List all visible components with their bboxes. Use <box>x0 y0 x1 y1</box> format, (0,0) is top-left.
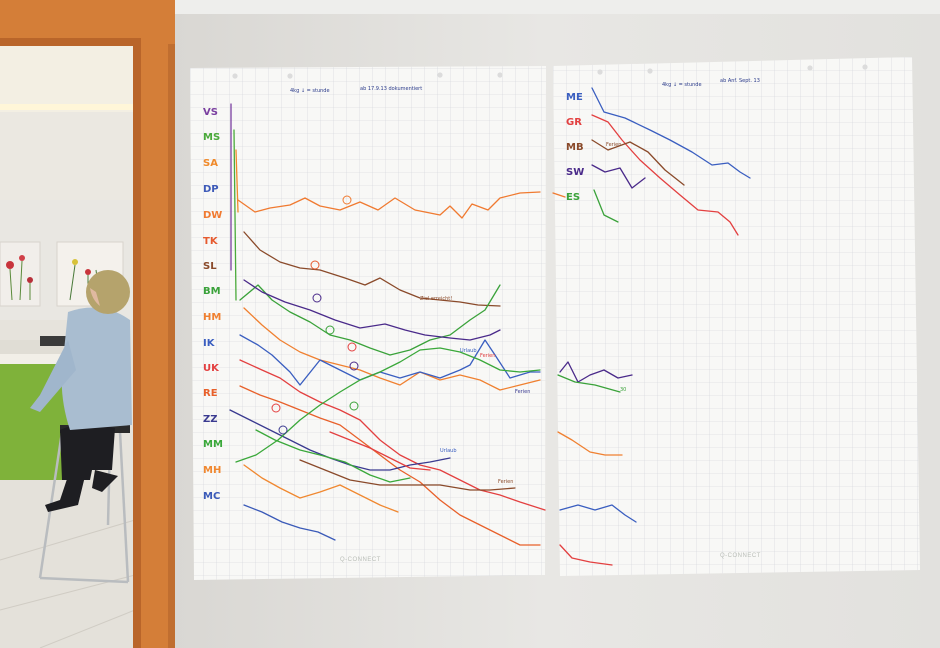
annotation-right-holiday: Ferien <box>606 142 621 148</box>
annotation-vacation-1: Urlaub <box>440 448 457 454</box>
annotation-goal: Ziel erreicht! <box>420 296 452 302</box>
line-gr <box>591 114 739 236</box>
annotation-holiday-1: Ferien <box>480 353 495 359</box>
line-mc <box>243 504 336 541</box>
right-sheet-legend-note: 4kg ↓ = stunde <box>662 82 702 88</box>
line-hm <box>243 307 541 391</box>
line-sl <box>243 231 501 307</box>
row-label-mb: MB <box>566 142 584 153</box>
line-mh <box>243 464 399 513</box>
row-label-bm: BM <box>203 286 221 297</box>
row-label-tk: TK <box>203 236 219 247</box>
left-sheet-weight-lines <box>229 103 546 546</box>
annotation-holiday-3: Ferien <box>498 479 513 485</box>
flipchart-sheet-left: 4kg ↓ = stunde ab 17.9.13 dokumentiert Q… <box>190 66 546 580</box>
line-cont-green <box>557 374 621 393</box>
annotation-holiday-2: Ferien <box>515 389 530 395</box>
row-label-mc: MC <box>203 491 220 502</box>
left-sheet-start-note: ab 17.9.13 dokumentiert <box>360 86 422 92</box>
line-cont-purple <box>559 361 633 383</box>
row-label-dp: DP <box>203 184 219 195</box>
line-bm <box>239 284 501 356</box>
row-label-uk: UK <box>203 363 220 374</box>
line-ik <box>239 334 541 386</box>
line-mm-extra <box>255 429 411 483</box>
line-re <box>239 385 541 546</box>
line-cont-dw <box>552 192 566 198</box>
row-label-gr: GR <box>566 117 582 128</box>
right-row-labels: ME GR MB SW ES <box>566 92 584 203</box>
annotation-right-number: 30 <box>620 387 626 393</box>
line-uk-extra <box>329 431 431 471</box>
seated-person <box>30 270 132 512</box>
flipchart-sheet-right: 4kg ↓ = stunde ab Anf. Sept. 13 Q-CONNEC… <box>553 57 920 576</box>
line-mm <box>235 347 541 463</box>
row-label-ms: MS <box>203 132 220 143</box>
annotation-vacation-2: Urlaub <box>460 348 477 354</box>
row-label-hm: HM <box>203 312 221 323</box>
door-frame <box>0 0 175 648</box>
line-sw <box>591 164 646 189</box>
row-label-ik: IK <box>203 338 216 349</box>
row-label-re: RE <box>203 388 218 399</box>
row-label-vs: VS <box>203 107 218 118</box>
right-sheet-brand: Q-CONNECT <box>720 553 761 559</box>
left-sheet-brand: Q-CONNECT <box>340 557 381 563</box>
line-sl-extra <box>299 459 516 491</box>
right-sheet-annotations: Ferien 30 <box>606 142 626 393</box>
left-row-labels: VS MS SA DP DW TK SL BM HM IK UK RE ZZ M… <box>203 107 223 502</box>
line-cont-red <box>559 544 613 566</box>
row-label-mh: MH <box>203 465 221 476</box>
line-cont-orange <box>557 431 623 456</box>
line-uk <box>239 359 546 511</box>
right-sheet-start-note: ab Anf. Sept. 13 <box>720 78 760 84</box>
floor <box>0 480 135 648</box>
line-zz <box>229 409 451 471</box>
doorway-view <box>0 0 150 648</box>
row-label-es: ES <box>566 192 580 203</box>
row-label-sl: SL <box>203 261 217 272</box>
row-label-zz: ZZ <box>203 414 218 425</box>
row-label-me: ME <box>566 92 583 103</box>
row-label-mm: MM <box>203 439 223 450</box>
line-cont-blue <box>559 504 637 523</box>
line-vs-main <box>243 279 501 341</box>
row-label-sw: SW <box>566 167 584 178</box>
line-mb <box>591 139 685 186</box>
ceiling-edge <box>170 0 940 14</box>
line-sa-vertical <box>235 149 239 213</box>
line-ms <box>233 129 237 301</box>
right-sheet-weight-lines <box>552 87 751 566</box>
left-sheet-annotations: Ziel erreicht! Ferien Ferien Urlaub Feri… <box>420 296 530 485</box>
line-dw <box>237 191 541 219</box>
line-me <box>591 87 751 179</box>
left-sheet-legend-note: 4kg ↓ = stunde <box>290 88 330 94</box>
row-label-dw: DW <box>203 210 222 221</box>
row-label-sa: SA <box>203 158 218 169</box>
line-es <box>593 189 619 223</box>
